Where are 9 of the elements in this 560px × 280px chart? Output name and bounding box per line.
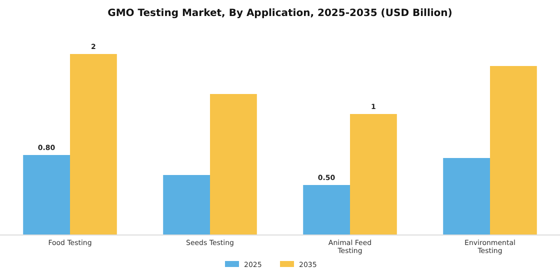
bar: [303, 185, 350, 235]
bar: [350, 114, 397, 235]
bar: [23, 155, 70, 235]
bar: [70, 54, 117, 235]
bar: [210, 94, 257, 235]
bar: [443, 158, 490, 235]
bar: [163, 175, 210, 235]
chart-title: GMO Testing Market, By Application, 2025-2035 (USD Billion): [108, 8, 452, 19]
bar: [490, 66, 537, 235]
